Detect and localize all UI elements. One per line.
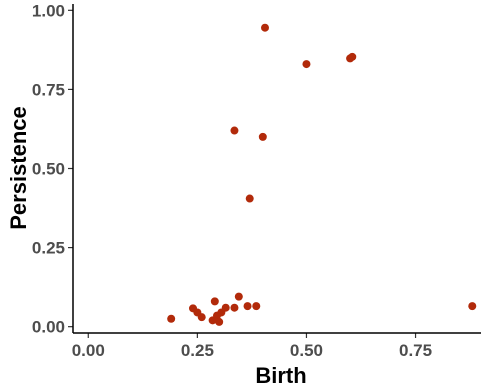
data-point bbox=[245, 194, 254, 203]
x-tick-label: 0.50 bbox=[290, 341, 323, 360]
data-point bbox=[221, 303, 230, 312]
data-point bbox=[258, 132, 267, 141]
data-point bbox=[302, 60, 311, 69]
data-point bbox=[167, 314, 176, 323]
data-point bbox=[243, 302, 252, 311]
y-axis-ticks: 0.00 0.25 0.50 0.75 1.00 bbox=[32, 1, 73, 337]
data-point bbox=[468, 302, 477, 311]
y-tick-label: 0.00 bbox=[32, 318, 65, 337]
y-tick-label: 0.25 bbox=[32, 239, 65, 258]
data-point bbox=[215, 317, 224, 326]
x-tick-label: 0.25 bbox=[181, 341, 214, 360]
y-tick-label: 1.00 bbox=[32, 1, 65, 20]
y-tick-label: 0.75 bbox=[32, 80, 65, 99]
data-point bbox=[252, 302, 261, 311]
y-tick-label: 0.50 bbox=[32, 160, 65, 179]
data-point bbox=[234, 292, 243, 301]
data-point bbox=[230, 126, 239, 135]
data-point bbox=[230, 303, 239, 312]
data-points bbox=[167, 23, 477, 326]
x-axis-ticks: 0.00 0.25 0.50 0.75 bbox=[72, 333, 432, 360]
data-point bbox=[197, 313, 206, 322]
x-tick-label: 0.75 bbox=[399, 341, 432, 360]
data-point bbox=[210, 297, 219, 306]
y-axis-title: Persistence bbox=[6, 106, 31, 230]
data-point bbox=[348, 52, 357, 61]
data-point bbox=[261, 23, 269, 32]
x-tick-label: 0.00 bbox=[72, 341, 105, 360]
x-axis-title: Birth bbox=[255, 363, 306, 388]
